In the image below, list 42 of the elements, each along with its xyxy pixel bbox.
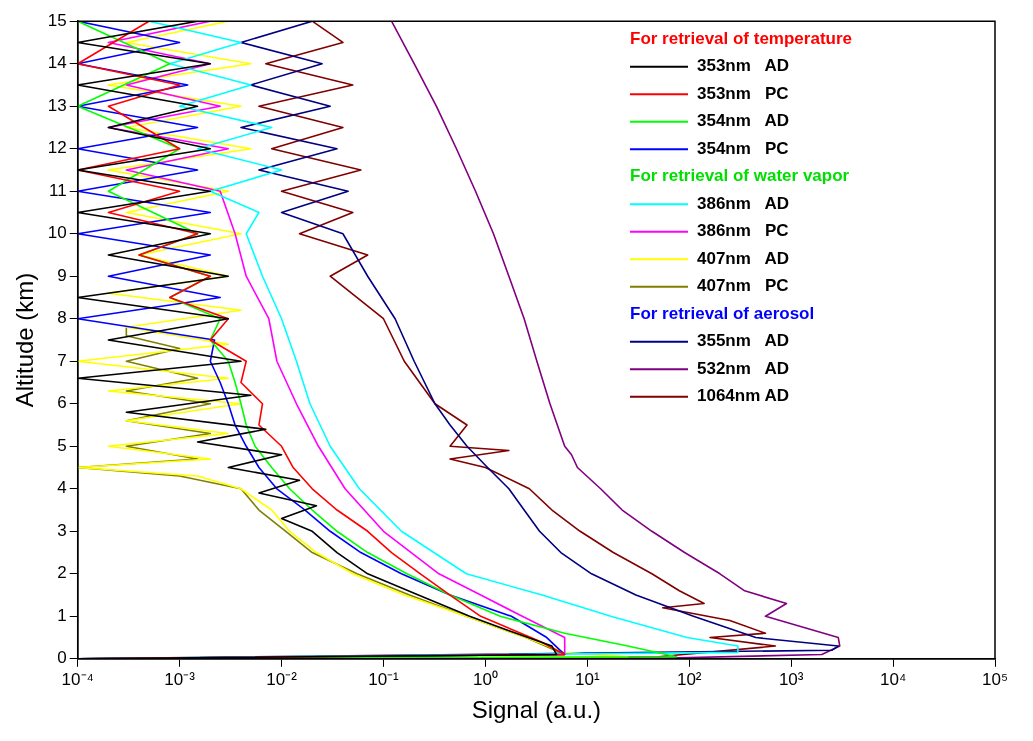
x-tick-label: 10⁴ — [879, 669, 907, 689]
legend-label: 355nm AD — [697, 331, 789, 351]
legend-label: 386nm AD — [697, 193, 789, 213]
x-tick-label: 10³ — [778, 669, 804, 689]
x-tick-label: 10⁻² — [266, 669, 298, 689]
legend-label: 354nm PC — [697, 138, 789, 158]
y-tick-label: 13 — [47, 95, 67, 115]
legend-label: 407nm PC — [697, 276, 789, 296]
x-tick-label: 10⁻⁴ — [61, 669, 94, 689]
y-tick-label: 2 — [57, 563, 67, 583]
y-tick-label: 4 — [57, 478, 67, 498]
annotation: For retrieval of water vapor — [630, 166, 850, 186]
y-tick-label: 6 — [57, 393, 67, 413]
legend-label: 354nm AD — [697, 111, 789, 131]
y-tick-label: 7 — [57, 350, 67, 370]
y-tick-label: 5 — [57, 435, 67, 455]
legend-label: 1064nm AD — [697, 386, 789, 406]
x-axis-title: Signal (a.u.) — [471, 696, 602, 724]
y-tick-label: 0 — [57, 648, 67, 668]
y-tick-label: 12 — [47, 138, 67, 158]
x-tick-label: 10⁻³ — [164, 669, 196, 689]
legend-label: 353nm PC — [697, 83, 789, 103]
y-tick-label: 10 — [47, 223, 67, 243]
y-tick-label: 8 — [57, 308, 67, 328]
y-tick-label: 11 — [49, 180, 67, 200]
y-tick-label: 14 — [47, 53, 67, 73]
y-tick-label: 9 — [57, 265, 67, 285]
x-tick-label: 10⁰ — [472, 669, 498, 689]
legend-label: 532nm AD — [697, 358, 789, 378]
x-tick-label: 10⁻¹ — [368, 669, 400, 689]
legend-label: 386nm PC — [697, 221, 789, 241]
legend-label: 407nm AD — [697, 248, 789, 268]
y-tick-label: 1 — [57, 605, 67, 625]
y-tick-label: 3 — [57, 520, 67, 540]
annotation: For retrieval of temperature — [630, 28, 853, 48]
y-axis-title: Altitude (km) — [11, 272, 39, 408]
y-tick-label: 15 — [47, 10, 67, 30]
annotation: For retrieval of aerosol — [630, 303, 815, 323]
x-tick-label: 10⁵ — [982, 669, 1008, 689]
legend-label: 353nm AD — [697, 56, 789, 76]
x-tick-label: 10¹ — [575, 669, 600, 689]
x-tick-label: 10² — [676, 669, 702, 689]
